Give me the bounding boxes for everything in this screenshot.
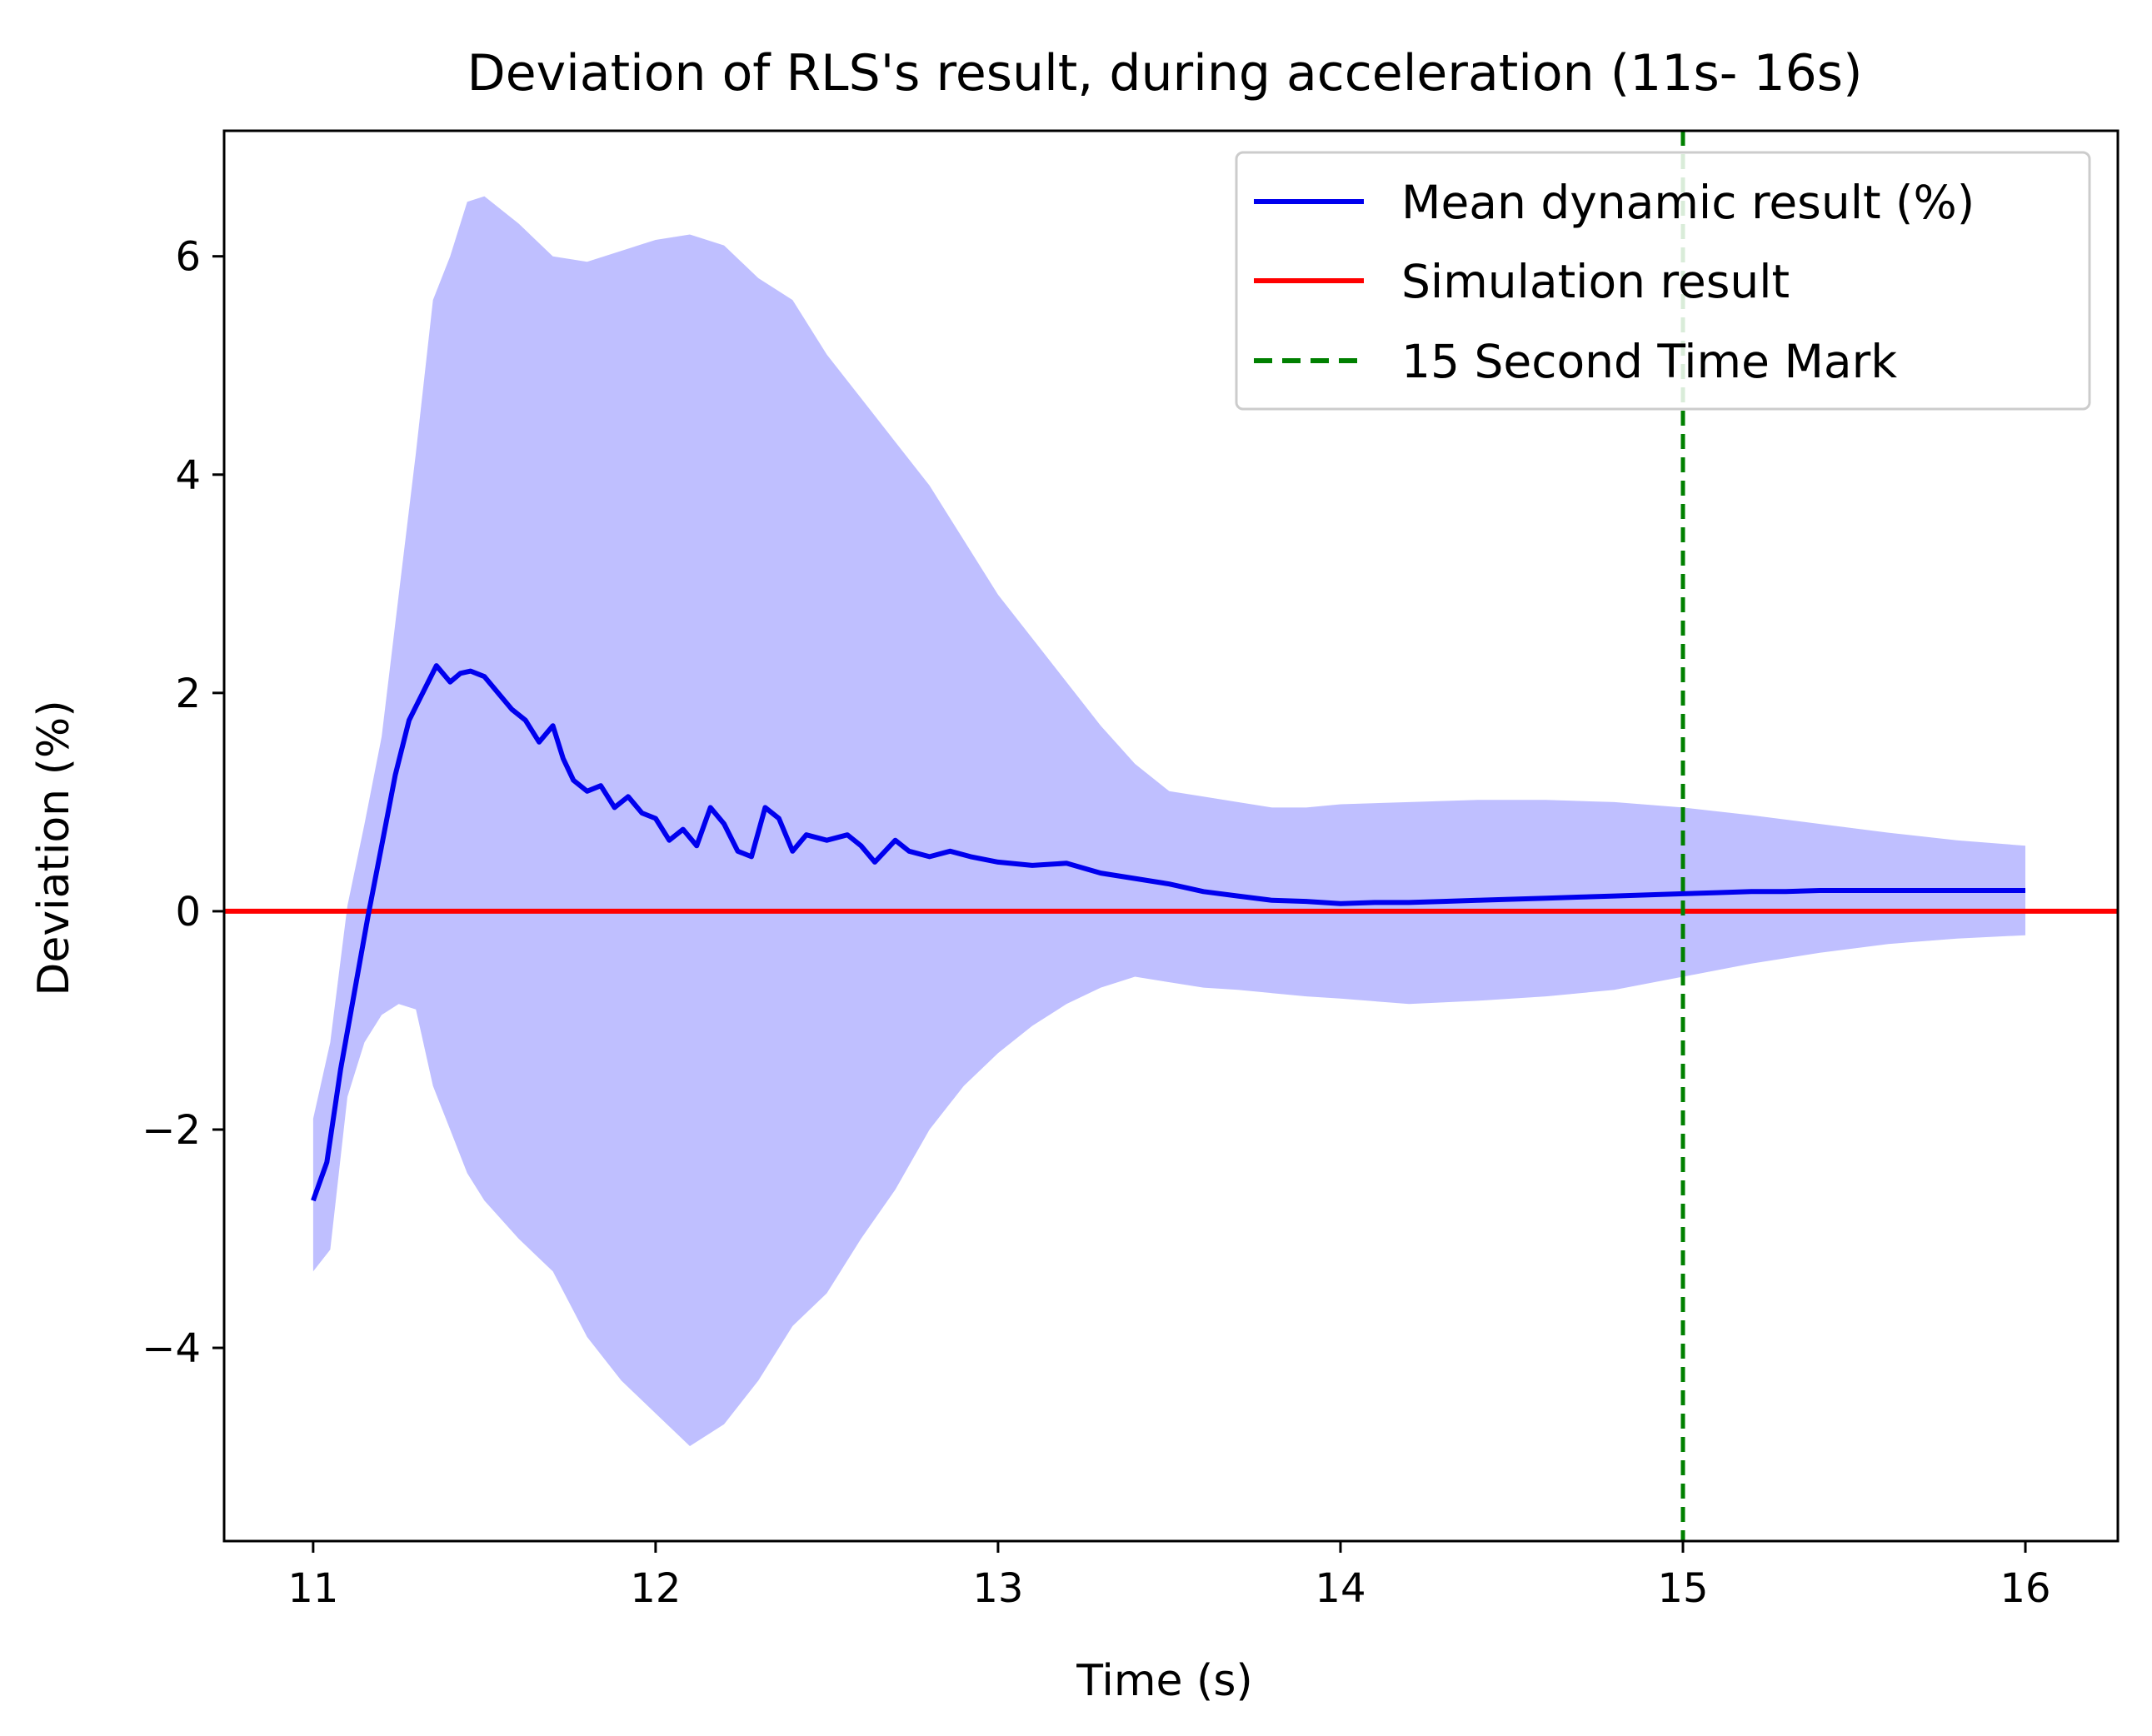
x-tick-label: 11 xyxy=(287,1565,338,1612)
legend-label-mean: Mean dynamic result (%) xyxy=(1401,176,1975,229)
y-tick-label: 6 xyxy=(175,234,201,281)
y-tick-label: −2 xyxy=(142,1107,201,1154)
x-axis-label: Time (s) xyxy=(1076,1656,1252,1706)
y-axis-label: Deviation (%) xyxy=(29,700,79,995)
axes-frame xyxy=(222,129,2120,1543)
x-tick-label: 15 xyxy=(1657,1565,1708,1612)
y-tick-label: −4 xyxy=(142,1325,201,1372)
deviation-band xyxy=(312,196,2026,1447)
legend-label-simulation: Simulation result xyxy=(1401,255,1790,308)
x-axis-ticks: 11 12 13 14 15 16 xyxy=(287,1541,2051,1612)
y-tick-label: 0 xyxy=(175,889,201,935)
x-tick-label: 14 xyxy=(1315,1565,1366,1612)
y-axis-ticks: −4 −2 0 2 4 6 xyxy=(142,234,224,1372)
deviation-band-layer xyxy=(312,196,2026,1447)
legend: Mean dynamic result (%) Simulation resul… xyxy=(1235,151,2091,411)
x-tick-label: 16 xyxy=(2000,1565,2050,1612)
chart-title: Deviation of RLS's result, during accele… xyxy=(467,44,1863,102)
x-tick-label: 13 xyxy=(972,1565,1023,1612)
y-tick-label: 4 xyxy=(175,452,201,499)
y-tick-label: 2 xyxy=(175,671,201,717)
legend-box xyxy=(1235,151,2091,411)
x-tick-label: 12 xyxy=(630,1565,681,1612)
legend-label-time-mark: 15 Second Time Mark xyxy=(1401,335,1897,388)
mean-dynamic-result-line xyxy=(311,663,2025,1202)
